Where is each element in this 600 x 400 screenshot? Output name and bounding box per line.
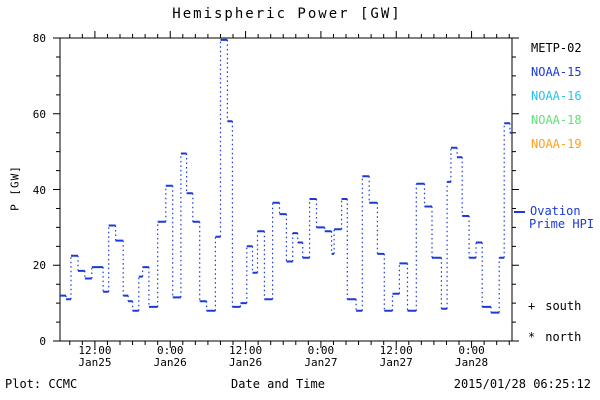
x-tick-date-label: Jan26 [153,356,187,369]
hpi-step-segments [60,38,512,314]
x-tick-date-label: Jan26 [229,356,263,369]
plus-marker-icon: + [528,299,536,313]
x-tick-time-label: 0:00 [458,344,485,357]
x-tick-time-label: 12:00 [379,344,413,357]
legend-marker-south-label: south [545,299,582,313]
x-tick-date-label: Jan27 [379,356,413,369]
x-tick-date-label: Jan27 [304,356,338,369]
x-tick-time-label: 0:00 [307,344,335,357]
ovation-line2: Prime HPI [529,217,595,231]
plot-timestamp: 2015/01/28 06:25:12 [453,377,591,391]
y-tick-label: 40 [32,183,46,197]
x-tick-date-label: Jan28 [455,356,489,369]
legend-item-noaa-16: NOAA-16 [531,89,582,103]
asterisk-marker-icon: * [528,330,536,344]
legend-item-metp-02: METP-02 [531,41,582,55]
legend-marker-north-label: north [545,330,582,344]
x-axis-label: Date and Time [231,377,325,391]
hpi-step-connectors [65,39,511,313]
y-tick-label: 20 [32,259,46,273]
legend-marker-south: + south [528,299,581,313]
y-tick-label: 60 [32,107,46,121]
ovation-line1: Ovation [514,205,594,218]
x-tick-time-label: 12:00 [78,344,112,357]
y-tick-label: 0 [39,335,46,348]
legend-marker-north: * north [528,330,581,344]
plot-title: Hemispheric Power [GW] [172,6,402,22]
x-tick-time-label: 0:00 [156,344,184,357]
x-tick-time-label: 12:00 [229,344,263,357]
satellite-legend: METP-02 NOAA-15 NOAA-16 NOAA-18 NOAA-19 [531,42,582,162]
axis-ticks [53,31,519,348]
x-tick-date-label: Jan25 [78,356,112,369]
ovation-label-line1: Ovation [530,204,581,218]
legend-item-noaa-15: NOAA-15 [531,65,582,79]
y-tick-label: 80 [32,32,46,45]
legend-ovation-prime-hpi: Ovation Prime HPI [514,205,594,231]
line-sample-icon [514,210,525,213]
plot-source-label: Plot: CCMC [5,377,78,391]
legend-item-noaa-18: NOAA-18 [531,113,582,127]
legend-item-noaa-19: NOAA-19 [531,137,582,151]
